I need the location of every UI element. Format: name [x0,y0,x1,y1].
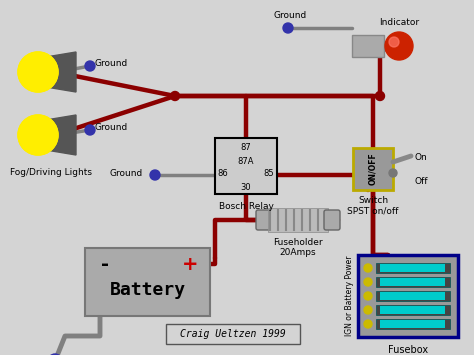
FancyBboxPatch shape [380,264,445,272]
Text: Fog/Driving Lights: Fog/Driving Lights [10,168,92,177]
FancyBboxPatch shape [358,255,458,337]
Text: +: + [182,255,198,273]
Text: Ground: Ground [95,124,128,132]
FancyBboxPatch shape [380,306,445,314]
Text: Bosch Relay: Bosch Relay [219,202,273,211]
Text: 86: 86 [218,169,228,179]
FancyBboxPatch shape [256,210,272,230]
Text: Ground: Ground [110,169,143,178]
FancyBboxPatch shape [324,210,340,230]
Text: Ground: Ground [273,11,307,20]
FancyBboxPatch shape [380,292,445,300]
Text: 85: 85 [264,169,274,179]
FancyBboxPatch shape [215,138,277,194]
FancyBboxPatch shape [376,319,450,329]
Text: IGN or Battery Power: IGN or Battery Power [346,256,355,336]
Text: Fusebox: Fusebox [388,345,428,355]
Circle shape [364,278,372,286]
Text: Off: Off [415,176,428,186]
Polygon shape [40,52,76,92]
Circle shape [389,37,399,47]
Circle shape [364,306,372,314]
FancyBboxPatch shape [376,277,450,287]
Circle shape [48,354,62,355]
Text: 87A: 87A [238,158,254,166]
Text: Ground: Ground [95,60,128,69]
Text: Craig Ueltzen 1999: Craig Ueltzen 1999 [180,329,286,339]
Circle shape [85,61,95,71]
FancyBboxPatch shape [352,35,384,57]
Text: 30: 30 [241,184,251,192]
FancyBboxPatch shape [166,324,300,344]
FancyBboxPatch shape [380,320,445,328]
Circle shape [364,292,372,300]
Circle shape [18,115,58,155]
Text: On: On [415,153,428,163]
FancyBboxPatch shape [376,305,450,315]
Circle shape [283,23,293,33]
Text: 87: 87 [241,143,251,153]
Text: Battery: Battery [109,281,185,299]
FancyBboxPatch shape [380,278,445,286]
Circle shape [364,264,372,272]
Circle shape [385,32,413,60]
Circle shape [150,170,160,180]
Circle shape [375,92,384,100]
FancyBboxPatch shape [353,148,393,190]
Circle shape [18,52,58,92]
FancyBboxPatch shape [85,248,210,316]
FancyBboxPatch shape [376,291,450,301]
Text: ON/OFF: ON/OFF [368,153,377,185]
FancyBboxPatch shape [268,208,328,232]
Circle shape [18,115,58,155]
Text: -: - [101,255,109,273]
Text: Indicator: Indicator [379,18,419,27]
Text: Switch
SPST on/off: Switch SPST on/off [347,196,399,215]
Polygon shape [40,115,76,155]
Circle shape [85,125,95,135]
Circle shape [364,320,372,328]
Circle shape [18,52,58,92]
Circle shape [171,92,180,100]
Circle shape [389,169,397,177]
FancyBboxPatch shape [376,263,450,273]
Text: Fuseholder
20Amps: Fuseholder 20Amps [273,238,323,257]
